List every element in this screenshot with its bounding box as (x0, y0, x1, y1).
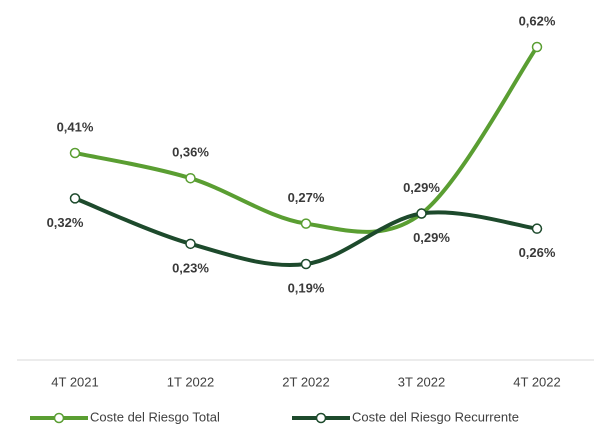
legend-marker (315, 412, 327, 424)
marker (185, 238, 196, 250)
data-label: 0,32% (47, 215, 84, 230)
x-tick-label: 3T 2022 (398, 374, 445, 389)
line-series (74, 45, 539, 234)
marker (185, 172, 196, 184)
line-series (74, 196, 538, 267)
x-tick-label: 2T 2022 (282, 374, 329, 389)
legend-marker (53, 412, 65, 424)
x-tick-label: 4T 2021 (51, 374, 98, 389)
marker (531, 41, 543, 53)
legend-label: Coste del Riesgo Total (90, 409, 220, 424)
data-label: 0,27% (288, 190, 325, 205)
marker (300, 218, 312, 229)
data-label: 0,41% (57, 119, 94, 134)
x-tick-label: 1T 2022 (167, 374, 214, 389)
x-tick-label: 4T 2022 (513, 374, 560, 389)
data-label: 0,23% (172, 260, 209, 275)
marker (531, 223, 543, 234)
data-label: 0,36% (172, 145, 209, 160)
marker (69, 193, 81, 204)
data-label: 0,26% (519, 245, 556, 260)
data-label: 0,19% (288, 280, 325, 295)
data-label: 0,62% (519, 13, 556, 28)
marker (416, 208, 427, 219)
legend-label: Coste del Riesgo Recurrente (352, 409, 519, 424)
marker (300, 258, 312, 270)
marker (69, 147, 81, 159)
data-label: 0,29% (403, 180, 440, 195)
data-label: 0,29% (413, 230, 450, 245)
